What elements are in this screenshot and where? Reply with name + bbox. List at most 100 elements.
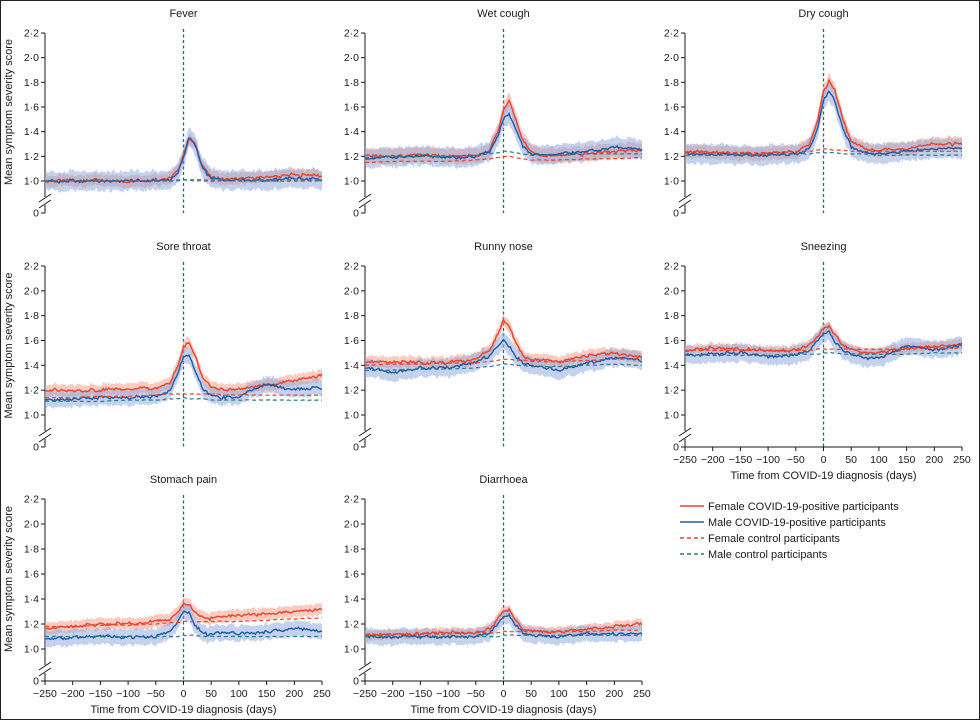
series-line: [364, 607, 643, 638]
y-tick-label: 1·2: [24, 385, 39, 397]
y-tick-label: 1·8: [664, 77, 679, 89]
legend: Female COVID-19-positive participants Mal…: [680, 501, 899, 561]
y-tick-label: 1·4: [664, 360, 679, 372]
y-tick-label: 1·4: [24, 126, 39, 138]
y-tick-label: 2·2: [24, 261, 39, 273]
y-tick-label: 1·6: [664, 102, 679, 114]
axis-break-mark: [358, 433, 372, 443]
y-tick-label: 0: [353, 208, 359, 220]
series-line: [364, 358, 643, 366]
y-tick-label: 0: [33, 676, 39, 688]
axis-break-mark: [678, 199, 692, 209]
y-tick-label: 2·0: [24, 519, 39, 531]
x-tick-label: 100: [230, 688, 248, 700]
y-tick-label: 2·0: [24, 52, 39, 64]
confidence-band: [45, 336, 322, 398]
y-tick-label: 2·0: [664, 52, 679, 64]
axis-break-mark: [38, 199, 52, 209]
confidence-band: [45, 127, 322, 193]
x-tick-label: 0: [821, 454, 827, 466]
y-tick-label: 1·8: [664, 310, 679, 322]
series-line: [44, 610, 323, 641]
y-axis-title: Mean symptom severity score: [3, 506, 15, 652]
series-line: [44, 137, 323, 184]
axis-break-mark: [38, 433, 52, 443]
x-tick-label: 150: [258, 688, 276, 700]
x-tick-label: 200: [926, 454, 944, 466]
y-tick-label: 1·4: [344, 360, 359, 372]
panel-fever: Fever 1·0 1·2 1·4 1·6 1·8 2·0 2·2 0 Mean symptom …: [3, 8, 323, 220]
x-tick-label: −200: [381, 688, 405, 700]
series-line: [364, 111, 643, 161]
x-tick-label: 250: [633, 688, 651, 700]
x-tick-label: 150: [578, 688, 596, 700]
panel-title: Runny nose: [474, 241, 533, 253]
x-tick-label: 0: [501, 688, 507, 700]
confidence-band: [685, 321, 962, 369]
y-tick-label: 1·2: [664, 385, 679, 397]
y-tick-label: 1·2: [24, 151, 39, 163]
y-tick-label: 1·8: [24, 310, 39, 322]
series-line: [45, 396, 323, 403]
axis-break-mark: [678, 427, 692, 437]
y-tick-label: 1·0: [344, 644, 359, 656]
y-tick-label: 2·2: [24, 28, 39, 40]
panel-title: Sore throat: [156, 241, 210, 253]
x-tick-label: −50: [147, 688, 165, 700]
y-tick-label: 1·2: [344, 151, 359, 163]
panel-dry-cough: Dry cough 1·0 1·2 1·4 1·6 1·8 2·0 2·2 0: [664, 8, 963, 220]
x-tick-label: 0: [181, 688, 187, 700]
panel-stomach-pain: Stomach pain 1·0 1·2 1·4 1·6 1·8 2·0 2·2 0 Mean s…: [3, 474, 331, 716]
axis-break-mark: [678, 193, 692, 203]
y-tick-label: 1·4: [664, 126, 679, 138]
legend-label: Female COVID-19-positive participants: [708, 501, 899, 513]
y-tick-label: 1·8: [24, 544, 39, 556]
y-tick-label: 1·0: [24, 644, 39, 656]
y-tick-label: 0: [33, 442, 39, 454]
y-tick-label: 2·0: [664, 285, 679, 297]
y-tick-label: 1·6: [24, 335, 39, 347]
x-tick-label: 50: [205, 688, 217, 700]
y-tick-label: 0: [353, 442, 359, 454]
y-tick-label: 1·2: [24, 619, 39, 631]
x-tick-label: −250: [353, 688, 377, 700]
y-axis-title: Mean symptom severity score: [3, 272, 15, 418]
y-tick-label: 1·6: [24, 569, 39, 581]
x-tick-label: 50: [845, 454, 857, 466]
y-tick-label: 2·0: [344, 52, 359, 64]
axis-break-mark: [38, 667, 52, 677]
axis-break-mark: [678, 433, 692, 443]
series-line: [364, 338, 642, 375]
axis-break-mark: [358, 427, 372, 437]
x-tick-label: −100: [436, 688, 460, 700]
y-tick-label: 1·0: [24, 176, 39, 188]
series-line: [365, 634, 643, 638]
axis-break-mark: [358, 661, 372, 671]
legend-label: Male control participants: [708, 549, 828, 561]
series-line: [685, 351, 963, 357]
x-tick-label: 150: [898, 454, 916, 466]
y-tick-label: 2·2: [664, 28, 679, 40]
confidence-band: [685, 82, 962, 167]
confidence-band: [365, 313, 642, 371]
axis-break-mark: [358, 199, 372, 209]
axis-break-mark: [38, 661, 52, 671]
panel-title: Wet cough: [477, 8, 529, 20]
y-tick-label: 2·0: [344, 519, 359, 531]
y-tick-label: 1·8: [344, 544, 359, 556]
panel-sore-throat: Sore throat 1·0 1·2 1·4 1·6 1·8 2·0 2·2 0 Mean sy…: [3, 241, 323, 454]
y-tick-label: 2·0: [344, 285, 359, 297]
x-tick-label: −100: [756, 454, 780, 466]
y-tick-label: 1·2: [664, 151, 679, 163]
y-tick-label: 1·8: [344, 310, 359, 322]
y-tick-label: 1·6: [344, 335, 359, 347]
y-tick-label: 1·4: [344, 594, 359, 606]
y-tick-label: 1·2: [344, 619, 359, 631]
x-axis-title: Time from COVID-19 diagnosis (days): [730, 470, 916, 482]
series-line: [44, 392, 323, 399]
y-axis-title: Mean symptom severity score: [3, 39, 15, 185]
x-tick-label: −150: [89, 688, 113, 700]
x-tick-label: −50: [467, 688, 485, 700]
